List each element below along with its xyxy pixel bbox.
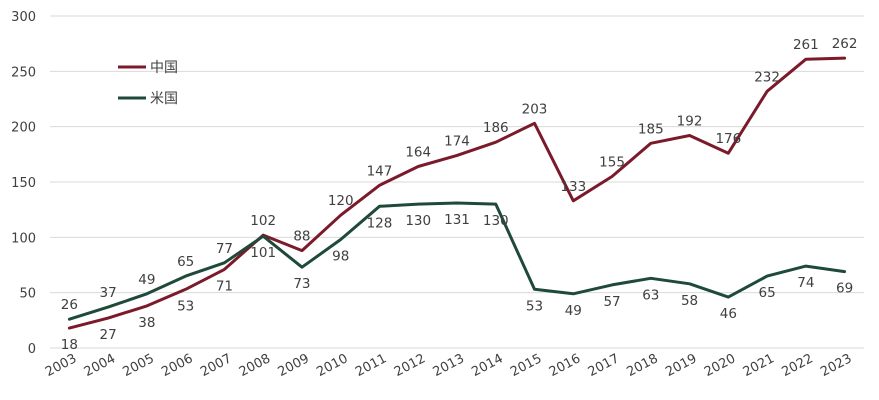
data-label-usa: 77 [216, 241, 233, 257]
y-tick-label: 150 [11, 176, 36, 191]
y-tick-label: 100 [11, 231, 36, 246]
legend: 中国 米国 [118, 60, 178, 107]
data-label-usa: 65 [759, 285, 776, 301]
x-tick-label: 2018 [624, 351, 660, 380]
data-label-usa: 63 [642, 287, 659, 303]
data-label-usa: 57 [603, 294, 620, 310]
data-label-usa: 49 [138, 272, 155, 288]
legend-label-china: 中国 [150, 60, 178, 76]
legend-label-usa: 米国 [150, 91, 178, 107]
gridlines [50, 15, 864, 349]
y-axis: 0 50 100 150 200 250 300 [11, 10, 36, 357]
data-label-usa: 130 [405, 213, 431, 229]
series-line-china [67, 56, 847, 330]
x-tick-label: 2023 [818, 351, 854, 380]
x-tick-label: 2013 [431, 351, 467, 380]
data-label-usa: 101 [250, 245, 276, 261]
data-label-china: 71 [216, 278, 233, 294]
data-label-china: 192 [677, 114, 703, 130]
x-tick-label: 2003 [43, 351, 79, 380]
data-label-china: 27 [100, 327, 117, 343]
data-label-usa: 65 [177, 254, 194, 270]
data-label-usa: 46 [720, 306, 737, 322]
data-label-china: 102 [250, 213, 276, 229]
data-label-usa: 53 [526, 298, 543, 314]
x-tick-label: 2014 [469, 351, 505, 380]
data-label-usa: 131 [444, 212, 470, 228]
x-tick-label: 2022 [779, 351, 815, 380]
x-tick-label: 2015 [508, 351, 544, 380]
data-label-china: 262 [832, 36, 858, 52]
x-tick-label: 2006 [159, 351, 195, 380]
data-label-usa: 74 [797, 275, 814, 291]
data-label-usa: 128 [367, 215, 393, 231]
x-tick-label: 2011 [353, 351, 389, 380]
data-label-china: 147 [367, 163, 393, 179]
data-label-usa: 49 [565, 303, 582, 319]
y-tick-label: 200 [11, 121, 36, 136]
y-tick-label: 0 [28, 342, 36, 357]
y-tick-label: 250 [11, 65, 36, 80]
data-label-china: 186 [483, 120, 509, 136]
data-label-usa: 26 [61, 297, 78, 313]
data-label-china: 133 [560, 179, 586, 195]
x-tick-label: 2020 [702, 351, 738, 380]
data-label-usa: 58 [681, 293, 698, 309]
data-label-china: 120 [328, 193, 354, 209]
x-tick-label: 2007 [198, 351, 234, 380]
x-tick-label: 2008 [237, 351, 273, 380]
x-tick-label: 2004 [82, 351, 118, 380]
data-label-china: 18 [61, 337, 78, 353]
data-label-china: 261 [793, 37, 819, 53]
data-label-usa: 37 [100, 285, 117, 301]
data-label-china: 174 [444, 133, 470, 149]
data-label-usa: 73 [293, 276, 310, 292]
x-tick-label: 2010 [314, 351, 350, 380]
data-label-usa: 69 [836, 281, 853, 297]
series-lines [67, 56, 847, 330]
data-label-china: 164 [405, 145, 431, 161]
data-label-china: 155 [599, 154, 625, 170]
data-label-china: 88 [293, 229, 310, 245]
series-line-usa [67, 201, 847, 321]
data-label-china: 53 [177, 298, 194, 314]
x-tick-label: 2021 [741, 351, 777, 380]
x-tick-label: 2005 [121, 351, 157, 380]
data-labels: 18 27 38 53 71 102 88 120 147 164 174 186 203 133 155 1… [61, 36, 858, 353]
data-label-china: 203 [522, 101, 548, 117]
data-label-china: 176 [715, 131, 741, 147]
x-tick-label: 2016 [547, 351, 583, 380]
data-label-usa: 130 [483, 213, 509, 229]
data-label-usa: 98 [332, 249, 349, 265]
x-tick-label: 2017 [586, 351, 622, 380]
data-label-china: 232 [754, 69, 780, 85]
data-label-china: 38 [138, 315, 155, 331]
x-tick-label: 2009 [276, 351, 312, 380]
y-tick-label: 300 [11, 10, 36, 25]
x-axis: 2003 2004 2005 2006 2007 2008 2009 2010 2011 2012… [43, 351, 855, 380]
data-label-china: 185 [638, 121, 664, 137]
x-tick-label: 2012 [392, 351, 428, 380]
x-tick-label: 2019 [663, 351, 699, 380]
y-tick-label: 50 [19, 287, 36, 302]
